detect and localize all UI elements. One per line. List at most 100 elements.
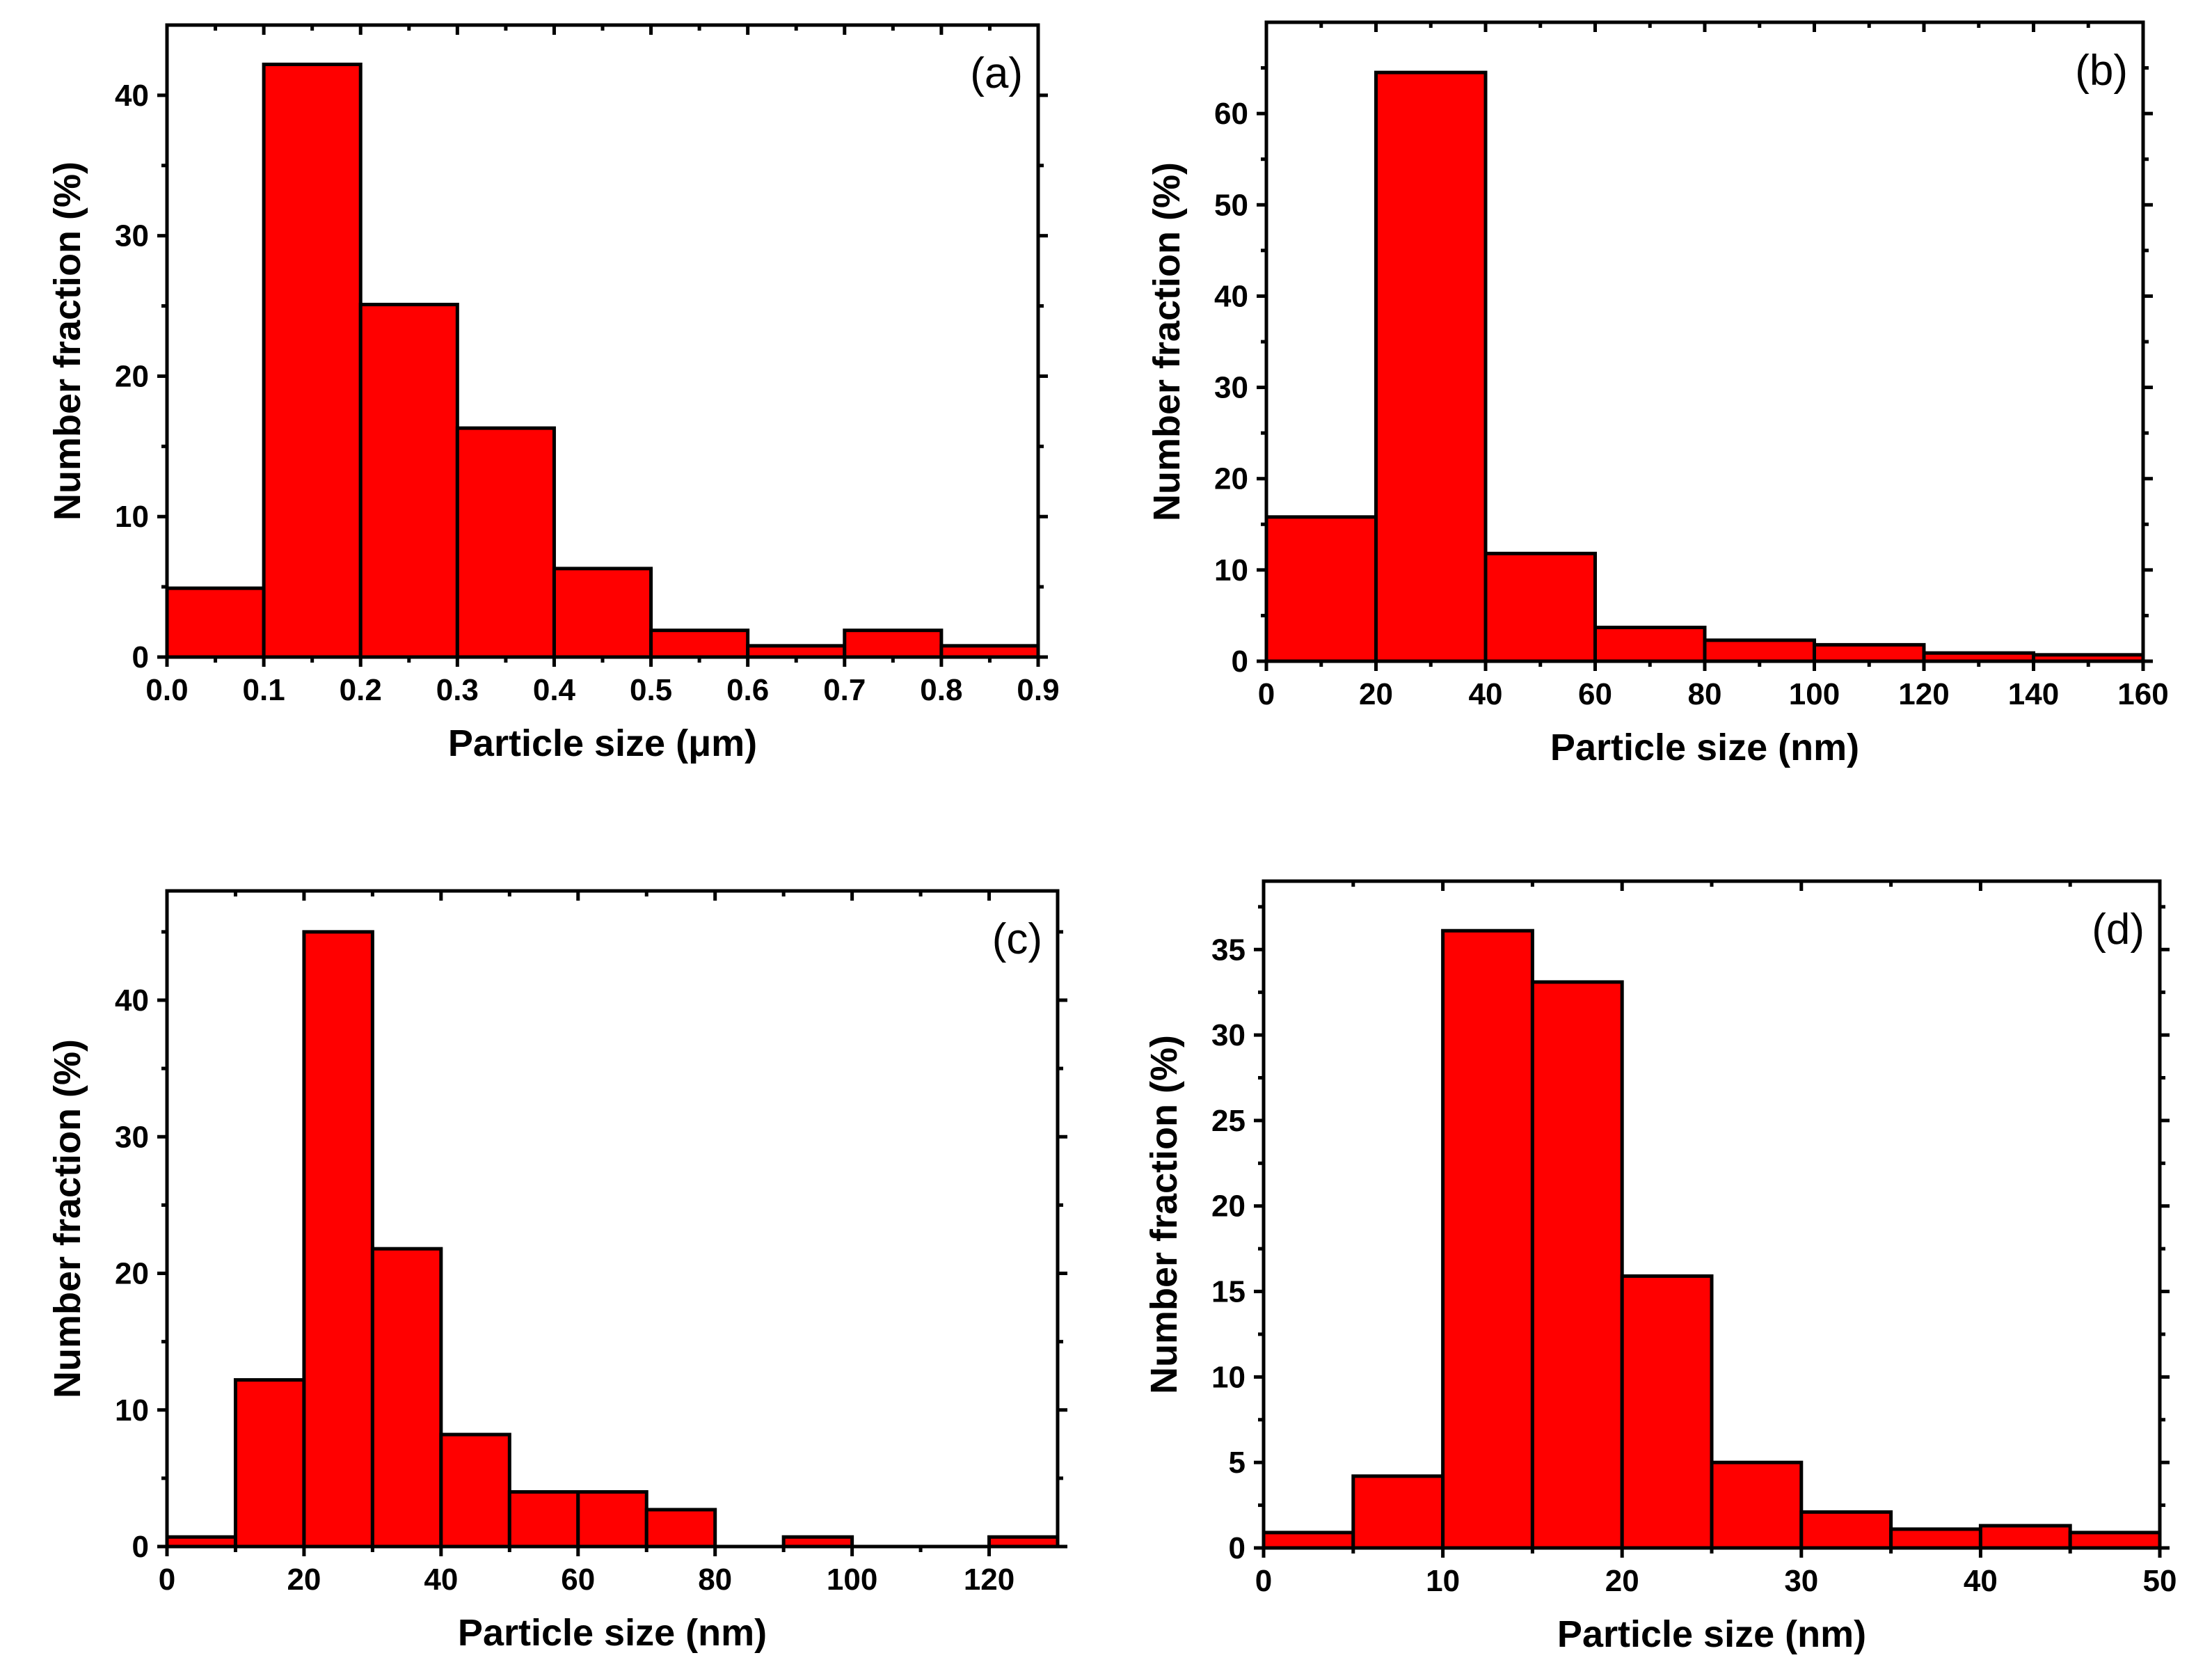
y-tick-label-2-0: 0 [132, 1530, 149, 1564]
bar-1-2 [1483, 551, 1597, 663]
bar-0-1 [262, 62, 363, 659]
x-tick-label-1-3: 60 [1578, 677, 1612, 711]
x-tick-label-1-5: 100 [1789, 677, 1840, 711]
bar-1-3 [1593, 625, 1707, 663]
y-tick-label-3-7: 35 [1211, 933, 1246, 967]
bar-3-9 [2068, 1531, 2162, 1550]
panel-label-1: (b) [2075, 47, 2128, 95]
y-tick-label-1-0: 0 [1232, 645, 1248, 679]
y-tick-label-2-3: 30 [115, 1120, 149, 1154]
bar-2-5 [507, 1490, 580, 1549]
bar-1-1 [1374, 70, 1488, 663]
y-tick-label-3-6: 30 [1211, 1018, 1246, 1052]
panel-label-0: (a) [970, 49, 1023, 97]
x-tick-label-1-0: 0 [1258, 677, 1275, 711]
x-axis-title-3: Particle size (nm) [1557, 1613, 1866, 1655]
bar-3-0 [1262, 1531, 1355, 1550]
y-tick-label-0-0: 0 [132, 640, 149, 674]
bar-1-4 [1703, 638, 1816, 663]
bar-3-2 [1441, 928, 1534, 1550]
bar-3-4 [1620, 1274, 1714, 1550]
y-axis-title-3: Number fraction (%) [1143, 1035, 1185, 1394]
y-axis-title-2: Number fraction (%) [47, 1039, 88, 1398]
x-tick-label-3-3: 30 [1784, 1564, 1818, 1598]
y-tick-label-2-1: 10 [115, 1393, 149, 1428]
bar-3-5 [1710, 1460, 1804, 1550]
x-tick-label-2-4: 80 [698, 1563, 732, 1597]
bar-2-4 [439, 1432, 511, 1549]
x-tick-label-0-2: 0.2 [340, 673, 382, 707]
bar-3-7 [1889, 1527, 1982, 1550]
x-tick-label-3-4: 40 [1964, 1564, 1998, 1598]
y-tick-label-1-3: 30 [1214, 371, 1248, 405]
bar-2-7 [644, 1508, 717, 1549]
x-tick-label-0-6: 0.6 [726, 673, 769, 707]
x-tick-label-2-3: 60 [561, 1563, 595, 1597]
panel-1: 0 20 40 60 80 100 120 140 160 0 10 20 30 40 50 60 Partic… [1146, 20, 2169, 768]
x-tick-label-3-5: 50 [2143, 1564, 2177, 1598]
panel-label-3: (d) [2092, 906, 2145, 954]
x-tick-label-0-7: 0.7 [823, 673, 866, 707]
y-tick-label-1-4: 40 [1214, 279, 1248, 313]
y-tick-label-3-1: 5 [1229, 1446, 1246, 1480]
x-tick-label-1-6: 120 [1898, 677, 1949, 711]
x-tick-label-3-2: 20 [1605, 1564, 1639, 1598]
x-tick-label-0-0: 0.0 [145, 673, 188, 707]
y-tick-label-1-6: 60 [1214, 97, 1248, 131]
panel-3: 0 10 20 30 40 50 0 5 10 15 20 25 30 35 Particle size (… [1143, 879, 2177, 1655]
x-tick-label-1-4: 80 [1688, 677, 1722, 711]
x-tick-label-0-3: 0.3 [436, 673, 479, 707]
y-axis-title-1: Number fraction (%) [1146, 162, 1188, 521]
panel-0: 0.0 0.1 0.2 0.3 0.4 0.5 0.6 0.7 0.8 0.9 0 10 20 30 40 P… [47, 23, 1060, 764]
x-tick-label-2-1: 20 [287, 1563, 321, 1597]
y-axis-title-0: Number fraction (%) [47, 161, 88, 521]
x-tick-label-2-5: 100 [827, 1563, 877, 1597]
bar-3-1 [1351, 1474, 1445, 1550]
bar-2-2 [302, 930, 374, 1549]
y-tick-label-3-2: 10 [1211, 1360, 1246, 1394]
x-axis-title-1: Particle size (nm) [1550, 727, 1859, 768]
bar-2-6 [576, 1490, 649, 1549]
bar-3-6 [1799, 1510, 1893, 1550]
y-tick-label-1-1: 10 [1214, 553, 1248, 587]
x-tick-label-2-6: 120 [964, 1563, 1015, 1597]
y-tick-label-3-3: 15 [1211, 1275, 1246, 1309]
y-tick-label-0-2: 20 [115, 359, 149, 393]
x-tick-label-1-2: 40 [1469, 677, 1503, 711]
bar-0-0 [165, 586, 266, 659]
x-tick-label-0-5: 0.5 [630, 673, 672, 707]
x-tick-label-1-7: 140 [2008, 677, 2059, 711]
y-tick-label-2-4: 40 [115, 983, 149, 1018]
x-tick-label-1-8: 160 [2117, 677, 2168, 711]
bar-1-0 [1264, 515, 1378, 663]
plot-frame-2 [165, 889, 1060, 1549]
y-tick-label-0-1: 10 [115, 500, 149, 534]
x-tick-label-0-8: 0.8 [920, 673, 962, 707]
x-tick-label-0-4: 0.4 [533, 673, 576, 707]
x-tick-label-0-9: 0.9 [1017, 673, 1059, 707]
y-tick-label-3-5: 25 [1211, 1104, 1246, 1138]
panel-label-2: (c) [992, 915, 1042, 963]
x-tick-label-2-0: 0 [159, 1563, 175, 1597]
bar-2-3 [370, 1247, 443, 1549]
x-axis-title-2: Particle size (nm) [458, 1612, 767, 1654]
bar-0-7 [843, 628, 944, 659]
x-tick-label-0-1: 0.1 [243, 673, 285, 707]
bar-0-4 [552, 567, 653, 659]
x-tick-label-1-1: 20 [1359, 677, 1393, 711]
bar-3-3 [1530, 980, 1624, 1550]
x-axis-title-0: Particle size (μm) [448, 722, 757, 764]
y-tick-label-1-2: 20 [1214, 462, 1248, 496]
y-tick-label-0-3: 30 [115, 219, 149, 253]
bar-1-5 [1813, 642, 1926, 663]
y-tick-label-3-0: 0 [1229, 1531, 1246, 1565]
y-tick-label-3-4: 20 [1211, 1189, 1246, 1224]
x-tick-label-2-2: 40 [424, 1563, 458, 1597]
bar-3-8 [1978, 1524, 2072, 1550]
y-tick-label-2-2: 20 [115, 1257, 149, 1291]
bar-0-3 [455, 426, 556, 659]
bar-0-5 [649, 628, 750, 659]
bar-0-2 [358, 303, 459, 659]
